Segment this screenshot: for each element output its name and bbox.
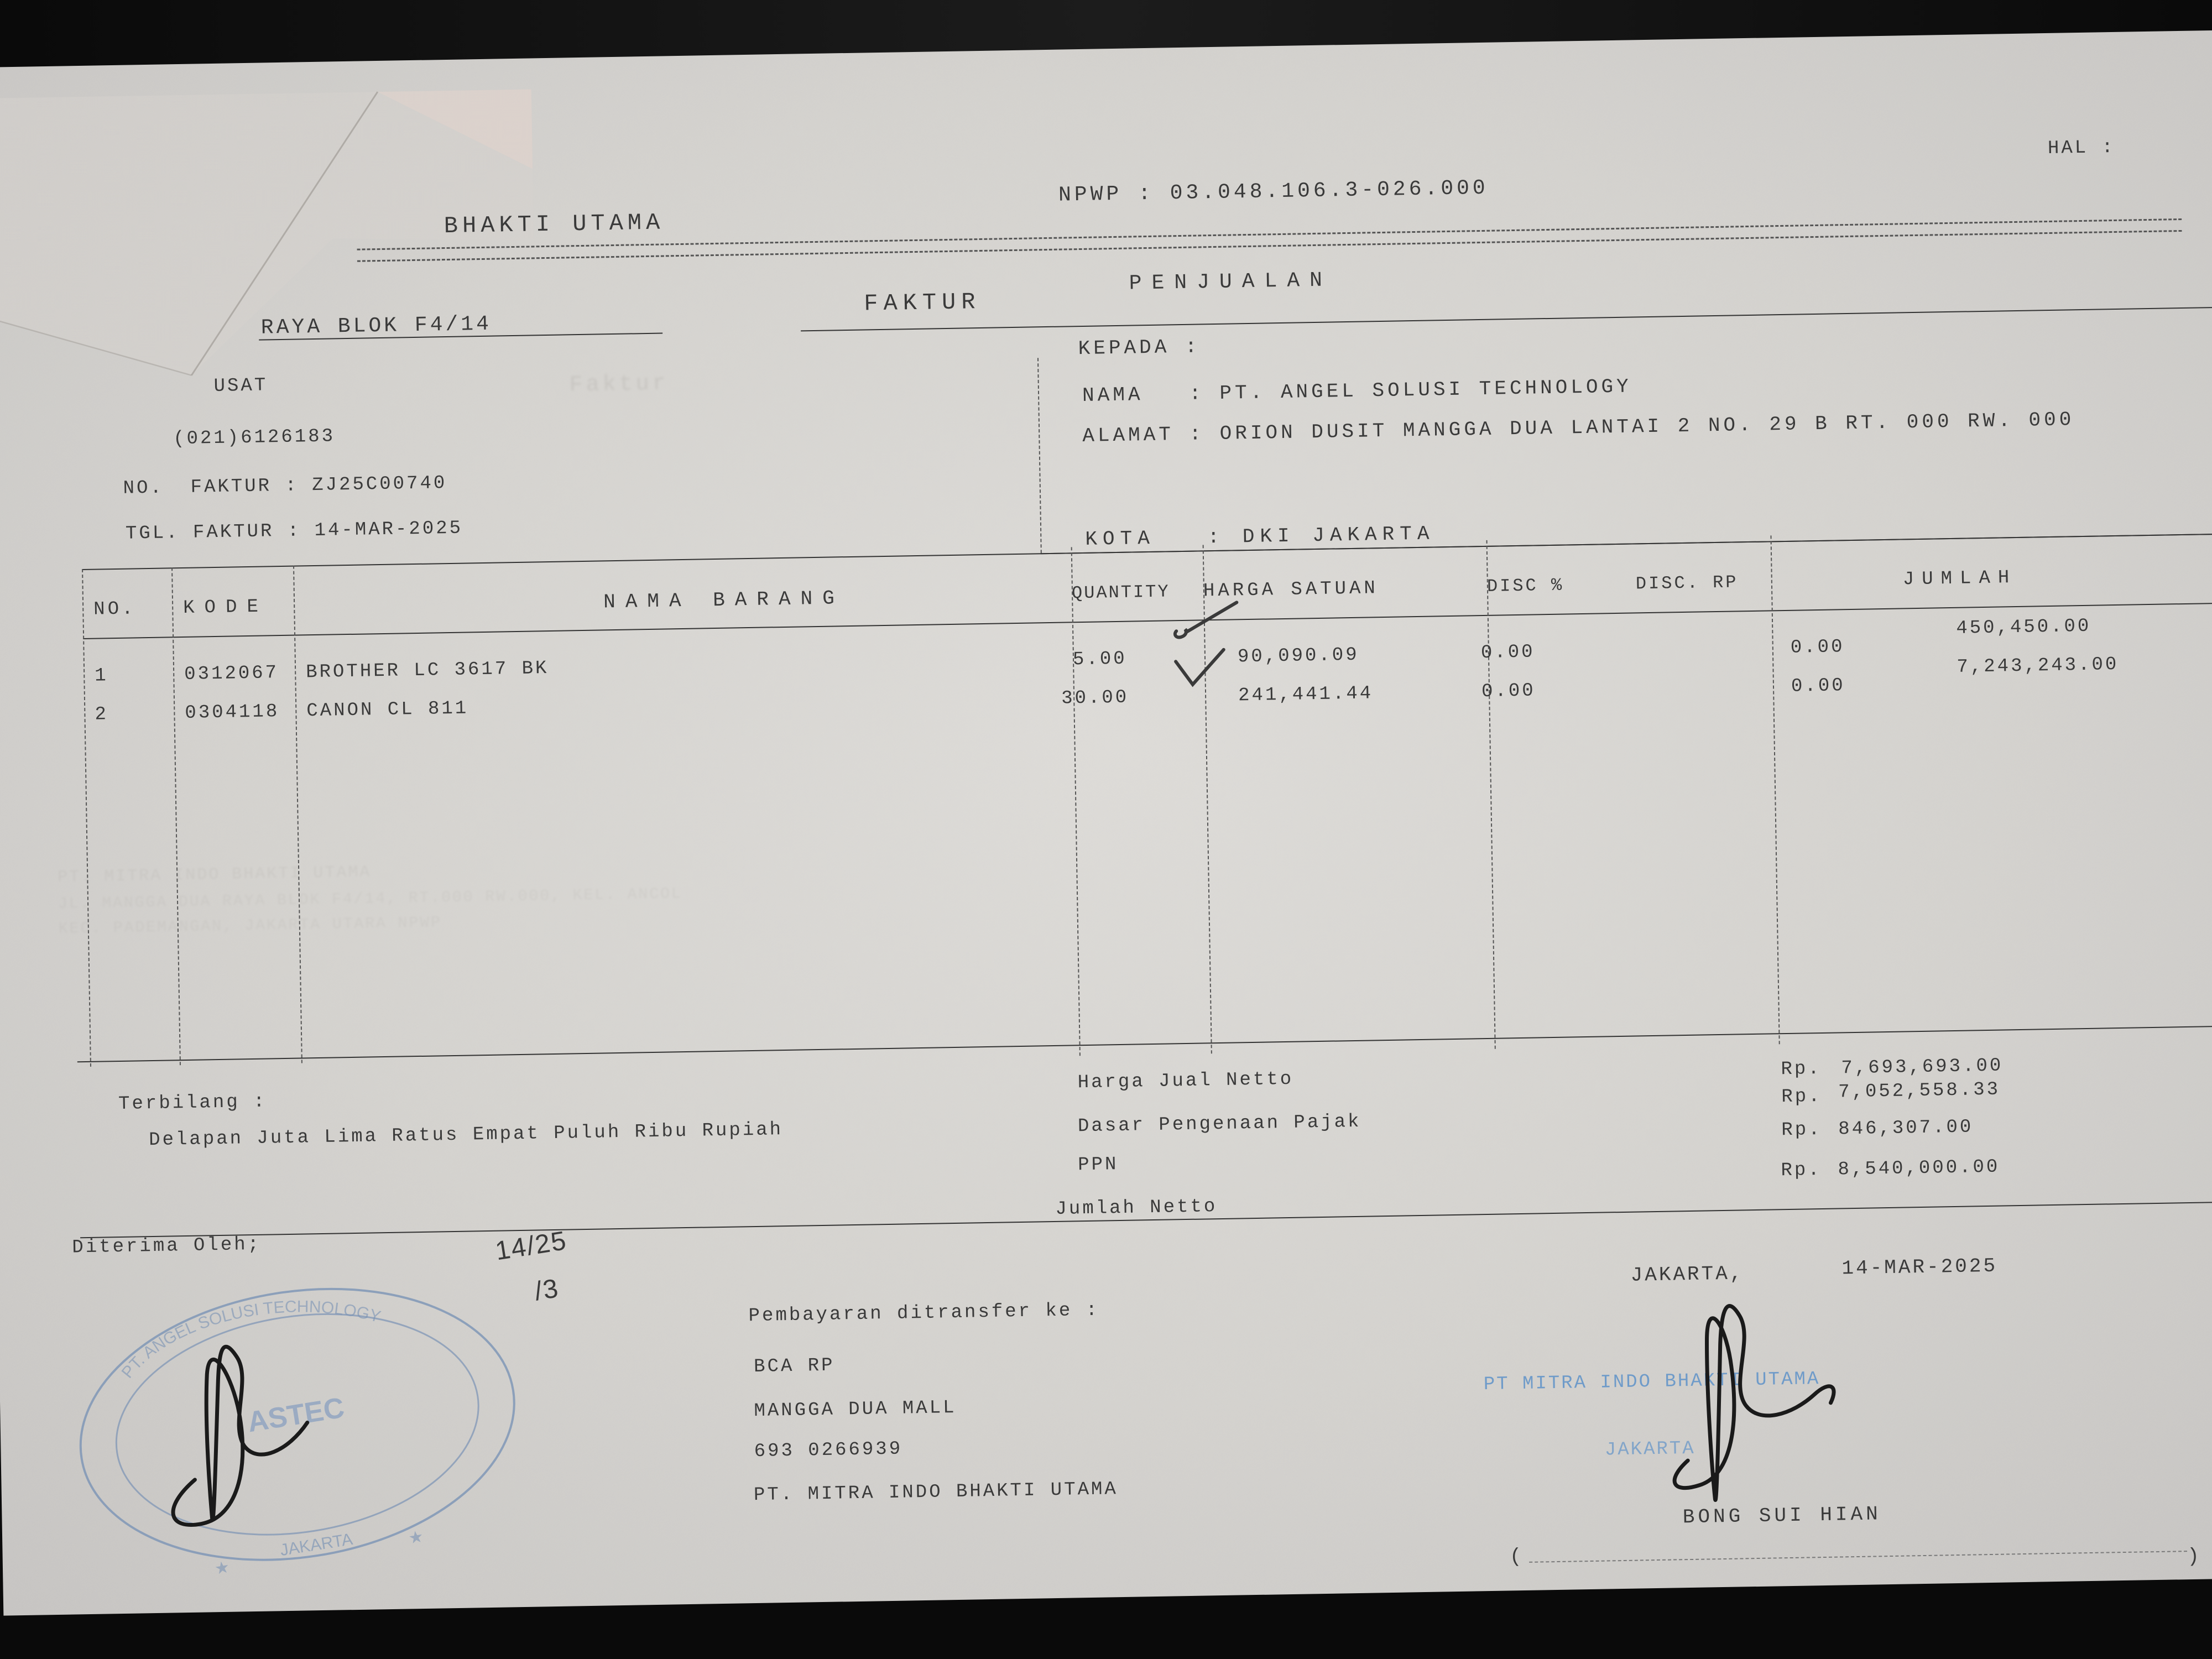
svg-text:★: ★ — [407, 1527, 425, 1548]
